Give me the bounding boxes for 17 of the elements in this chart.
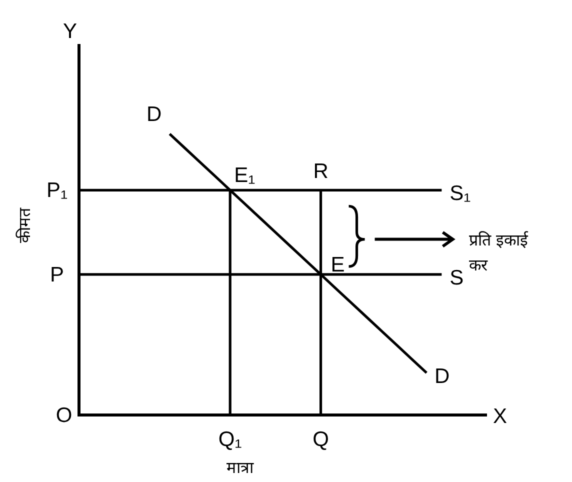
text: D: [146, 102, 162, 126]
x-tick-label: Q₁: [218, 428, 242, 451]
text: Y: [62, 20, 78, 43]
series-label: S₁: [450, 182, 471, 206]
series-label: D: [434, 364, 450, 388]
x-tick-label: Q: [312, 428, 329, 451]
annotation: E₁: [234, 164, 256, 188]
legend-label: S: [450, 266, 464, 290]
text: P₁: [46, 179, 68, 202]
annotation: E: [330, 253, 345, 276]
text: P: [50, 263, 64, 286]
text: X: [493, 405, 508, 428]
annotation: R: [313, 160, 328, 184]
annotation: प्रति इकाई कर: [468, 230, 529, 274]
text: O: [56, 404, 72, 427]
x-axis-title: मात्रा: [226, 458, 254, 477]
y-axis-title: कीमत: [15, 207, 34, 243]
